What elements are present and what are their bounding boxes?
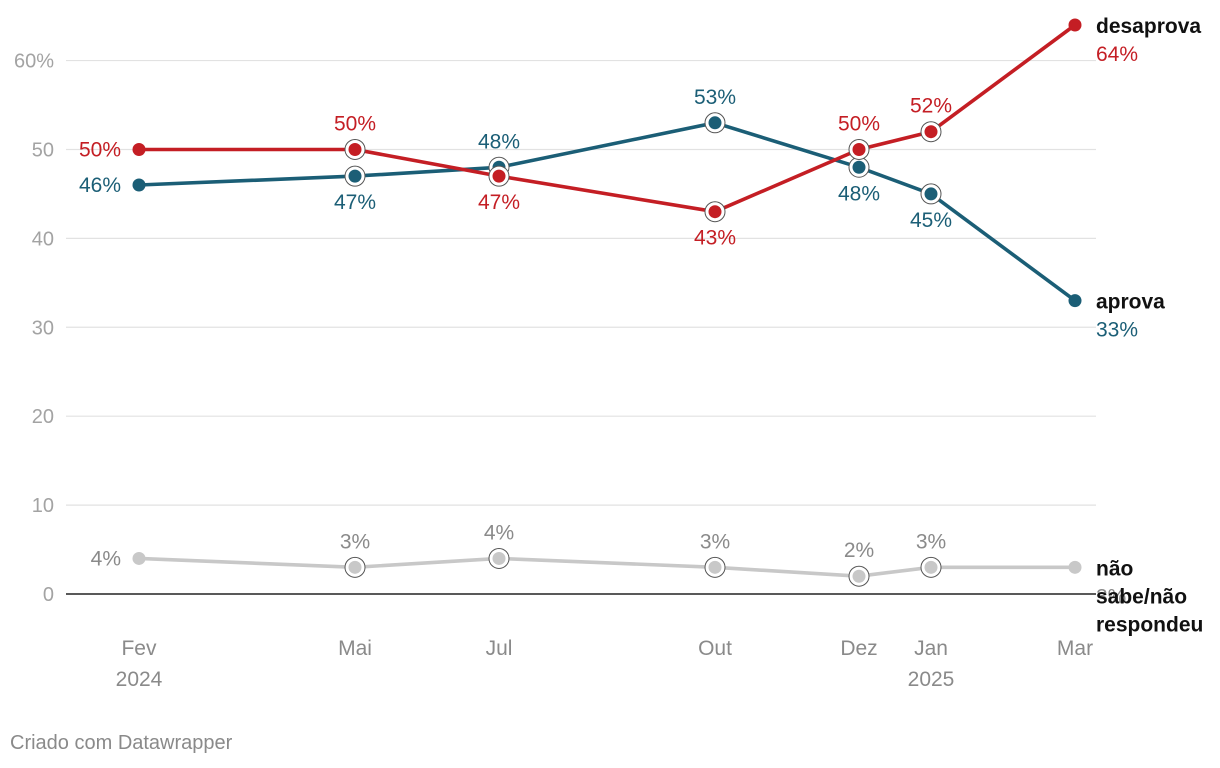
y-tick-label: 20 — [32, 406, 54, 428]
x-tick-label: Jan — [914, 637, 948, 660]
x-tick-label: Mai — [338, 637, 372, 660]
data-label: 45% — [910, 209, 952, 232]
data-label: 50% — [838, 112, 880, 135]
data-label: 33% — [1096, 319, 1138, 342]
data-label: 52% — [910, 95, 952, 118]
x-tick-label: Fev — [121, 637, 157, 660]
data-label: 4% — [484, 521, 514, 544]
x-tick-label: Mar — [1057, 637, 1093, 660]
data-label: 48% — [478, 130, 520, 153]
data-point — [924, 187, 938, 201]
data-point — [492, 169, 506, 183]
series-name-label: aprova — [1096, 291, 1165, 314]
data-point — [1068, 560, 1082, 574]
y-tick-label: 40 — [32, 228, 54, 250]
data-point — [924, 560, 938, 574]
data-point — [492, 551, 506, 565]
data-point — [852, 569, 866, 583]
data-point — [132, 142, 146, 156]
data-point — [348, 169, 362, 183]
data-label: 43% — [694, 227, 736, 250]
x-tick-year-label: 2024 — [116, 668, 163, 691]
y-tick-label: 50 — [32, 139, 54, 161]
series-name-label: respondeu — [1096, 613, 1203, 636]
data-label: 50% — [334, 112, 376, 135]
data-point — [708, 116, 722, 130]
data-point — [132, 178, 146, 192]
data-point — [348, 142, 362, 156]
data-label: 53% — [694, 86, 736, 109]
series-line — [137, 23, 1077, 214]
data-label: 3% — [700, 530, 730, 553]
data-label: 47% — [334, 191, 376, 214]
series-name-label: sabe/não — [1096, 585, 1187, 608]
x-tick-label: Jul — [486, 637, 513, 660]
data-point — [1068, 294, 1082, 308]
data-label: 46% — [79, 174, 121, 197]
data-point — [852, 160, 866, 174]
y-tick-label: 10 — [32, 495, 54, 517]
data-label: 2% — [844, 539, 874, 562]
x-tick-label: Out — [698, 637, 732, 660]
data-label: 64% — [1096, 43, 1138, 66]
series-name-label: desaprova — [1096, 15, 1201, 38]
data-point — [708, 560, 722, 574]
series-name-label: não — [1096, 557, 1133, 580]
x-tick-label: Dez — [840, 637, 877, 660]
y-tick-label: 30 — [32, 317, 54, 339]
data-label: 3% — [916, 530, 946, 553]
data-label: 3% — [340, 530, 370, 553]
data-point — [852, 142, 866, 156]
x-tick-year-label: 2025 — [908, 668, 955, 691]
data-label: 3% — [1096, 585, 1126, 608]
data-point — [708, 205, 722, 219]
credit-text: Criado com Datawrapper — [10, 732, 233, 754]
data-label: 48% — [838, 182, 880, 205]
data-point — [348, 560, 362, 574]
data-point — [1068, 18, 1082, 32]
y-tick-label: 0 — [43, 584, 54, 606]
data-label: 50% — [79, 138, 121, 161]
data-label: 4% — [91, 547, 121, 570]
data-point — [132, 551, 146, 565]
data-point — [924, 125, 938, 139]
data-label: 47% — [478, 191, 520, 214]
y-tick-label: 60% — [14, 51, 54, 73]
